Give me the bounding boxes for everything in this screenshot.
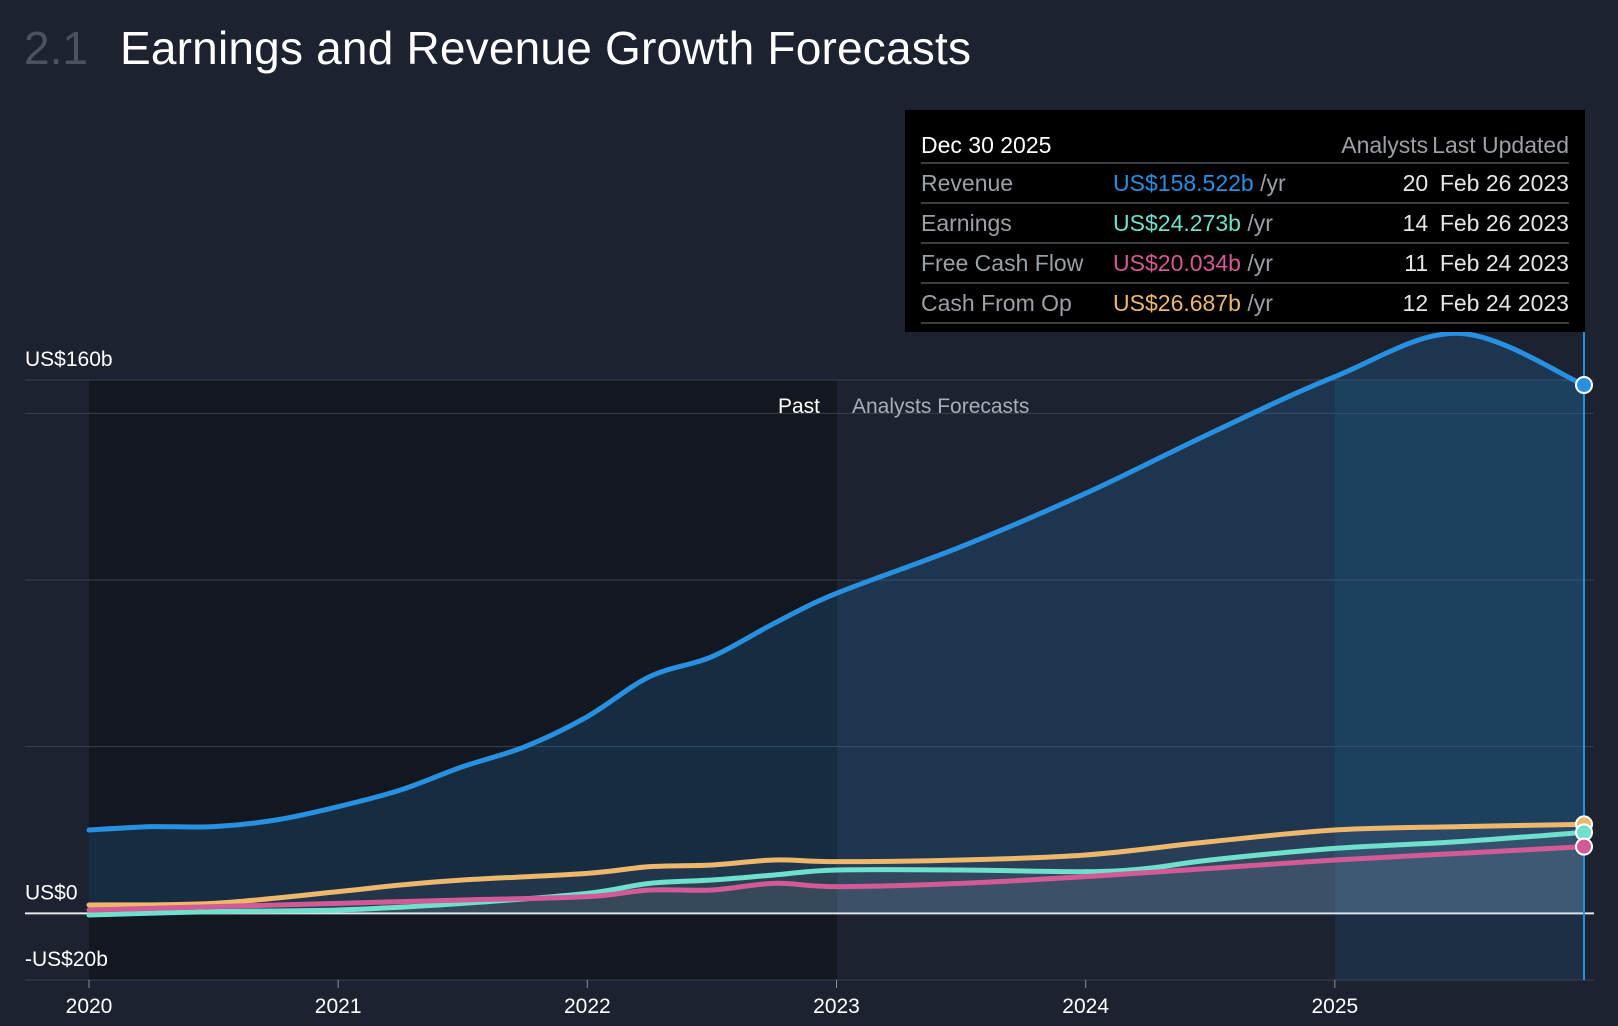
earnings-line <box>86 829 1587 918</box>
y-tick-label: US$0 <box>25 881 78 904</box>
tooltip-header: Dec 30 2025 Analysts Last Updated <box>921 128 1569 164</box>
row-label: Revenue <box>921 169 1014 196</box>
revenue-point <box>1575 376 1593 394</box>
x-tick-label: 2021 <box>315 995 362 1018</box>
row-value: US$158.522b <box>1113 169 1254 196</box>
row-unit: /yr <box>1247 289 1273 316</box>
row-updated: Feb 24 2023 <box>1439 289 1569 316</box>
x-tick-label: 2020 <box>66 995 113 1018</box>
past-label: Past <box>778 395 820 418</box>
y-tick-label: US$160b <box>25 348 113 371</box>
tooltip-row-earnings: Earnings US$24.273b /yr 14 Feb 26 2023 <box>921 204 1569 244</box>
earnings-area <box>89 832 1584 915</box>
section-number: 2.1 <box>24 22 88 74</box>
updated-header: Last Updated <box>1432 131 1569 158</box>
tooltip-row-revenue: Revenue US$158.522b /yr 20 Feb 26 2023 <box>921 164 1569 204</box>
x-tick-label: 2023 <box>813 995 860 1018</box>
row-value: US$20.034b <box>1113 249 1241 276</box>
row-label: Cash From Op <box>921 289 1072 316</box>
x-tick-label: 2025 <box>1311 995 1358 1018</box>
row-unit: /yr <box>1247 249 1273 276</box>
section-header: 2.1 Earnings and Revenue Growth Forecast… <box>24 18 971 78</box>
row-value: US$26.687b <box>1113 289 1241 316</box>
row-updated: Feb 24 2023 <box>1439 249 1569 276</box>
revenue-line <box>86 330 1587 833</box>
row-label: Free Cash Flow <box>921 249 1084 276</box>
y-tick-label: -US$20b <box>25 948 108 971</box>
forecast-label: Analysts Forecasts <box>852 395 1029 418</box>
row-value: US$24.273b <box>1113 209 1241 236</box>
row-analysts: 12 <box>1402 289 1429 316</box>
page-title: Earnings and Revenue Growth Forecasts <box>120 22 972 74</box>
tooltip-row-cfo: Cash From Op US$26.687b /yr 12 Feb 24 20… <box>921 284 1569 324</box>
row-label: Earnings <box>921 209 1012 236</box>
row-updated: Feb 26 2023 <box>1439 169 1569 196</box>
free-cash-flow-area <box>89 846 1584 914</box>
row-analysts: 11 <box>1404 249 1429 276</box>
row-unit: /yr <box>1247 209 1273 236</box>
x-tick-label: 2024 <box>1062 995 1109 1018</box>
tooltip-row-fcf: Free Cash Flow US$20.034b /yr 11 Feb 24 … <box>921 244 1569 284</box>
free-cash-flow-line <box>86 844 1587 913</box>
row-updated: Feb 26 2023 <box>1439 209 1569 236</box>
cash-from-op-line <box>86 821 1587 908</box>
x-tick-label: 2022 <box>564 995 611 1018</box>
row-analysts: 20 <box>1402 169 1429 196</box>
tooltip-date: Dec 30 2025 <box>921 131 1052 158</box>
row-unit: /yr <box>1260 169 1286 196</box>
analysts-header: Analysts <box>1341 131 1429 158</box>
highlight-shade <box>1335 380 1584 980</box>
free-cash-flow-point <box>1575 837 1593 856</box>
row-analysts: 14 <box>1402 209 1429 236</box>
tooltip-panel: Dec 30 2025 Analysts Last Updated Revenu… <box>905 110 1585 332</box>
